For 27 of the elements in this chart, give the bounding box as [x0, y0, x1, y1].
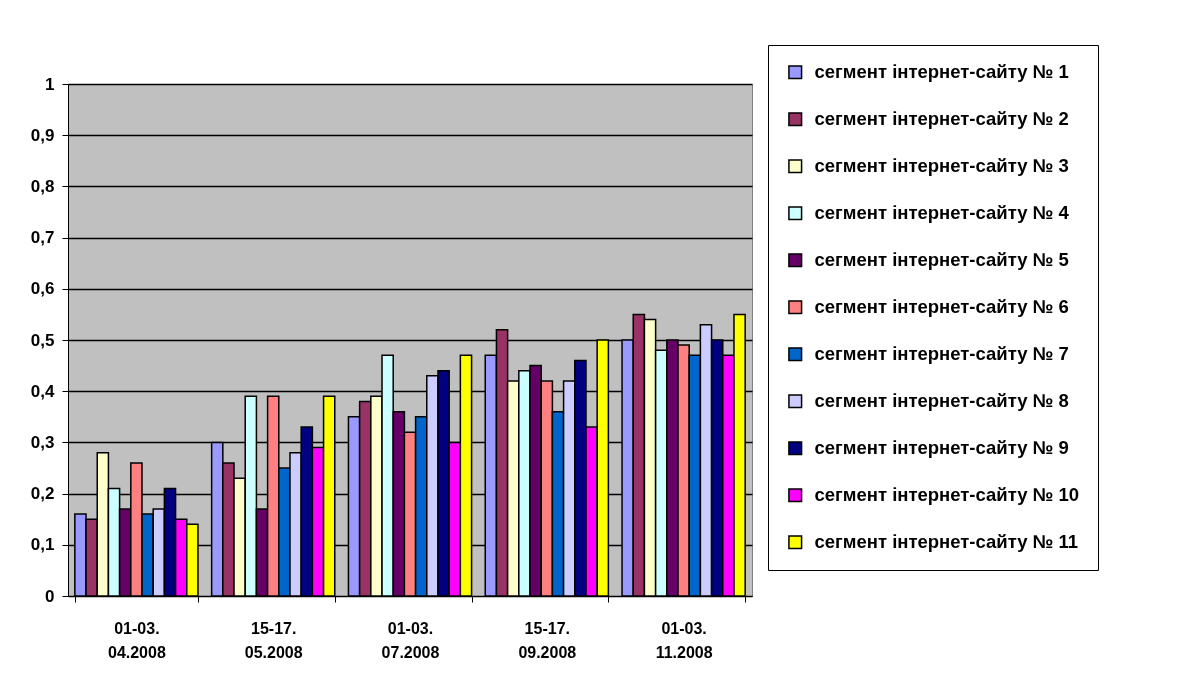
legend-label: сегмент інтернет-сайту № 10 — [814, 484, 1080, 506]
legend-label: сегмент інтернет-сайту № 9 — [814, 437, 1069, 459]
y-tick-label: 1 — [45, 74, 55, 94]
y-tick-label: 0,9 — [30, 125, 55, 145]
y-tick-label: 0,8 — [30, 176, 55, 196]
y-tick-label: 0,4 — [30, 381, 56, 401]
x-tick-label: 15-17. 05.2008 — [244, 619, 303, 661]
y-tick-label: 0,5 — [30, 330, 55, 350]
legend-label: сегмент інтернет-сайту № 5 — [814, 249, 1069, 271]
y-tick-label: 0 — [45, 586, 55, 606]
legend-label: сегмент інтернет-сайту № 8 — [814, 390, 1069, 412]
legend-label: сегмент інтернет-сайту № 11 — [814, 531, 1078, 553]
legend-label: сегмент інтернет-сайту № 7 — [814, 343, 1069, 365]
y-tick-label: 0,1 — [30, 535, 55, 555]
x-tick-label: 01-03. 04.2008 — [107, 619, 166, 661]
legend-label: сегмент інтернет-сайту № 2 — [814, 108, 1069, 130]
y-tick-label: 0,6 — [30, 279, 55, 299]
legend-label: сегмент інтернет-сайту № 3 — [814, 155, 1069, 177]
x-tick-label: 01-03. 07.2008 — [381, 619, 440, 661]
y-tick-label: 0,3 — [30, 432, 55, 452]
legend-label: сегмент інтернет-сайту № 6 — [814, 296, 1069, 318]
legend-label: сегмент інтернет-сайту № 4 — [814, 202, 1070, 224]
x-tick-label: 01-03. 11.2008 — [655, 619, 713, 661]
y-tick-label: 0,7 — [30, 228, 55, 248]
y-tick-label: 0,2 — [30, 484, 55, 504]
legend-label: сегмент інтернет-сайту № 1 — [814, 61, 1069, 83]
x-tick-label: 15-17. 09.2008 — [518, 619, 577, 661]
